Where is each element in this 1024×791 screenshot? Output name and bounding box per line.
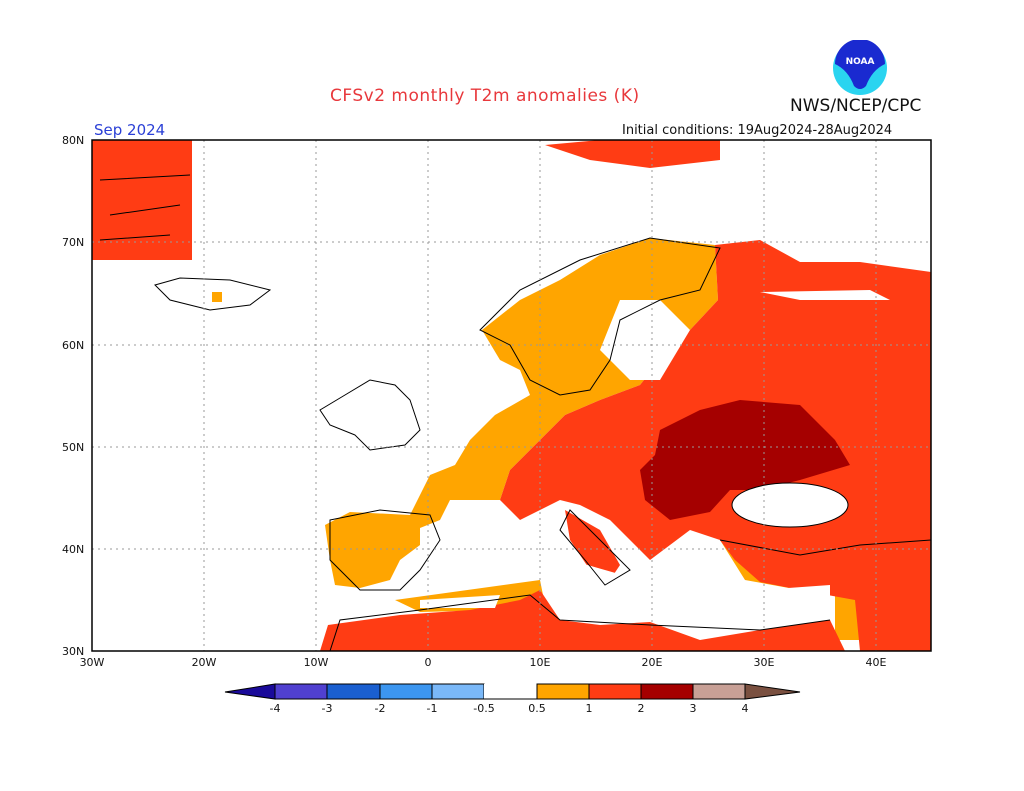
anomaly-2-3-areas (640, 400, 850, 520)
lon-label: 20E (641, 656, 663, 669)
colorbar (224, 683, 801, 700)
colorbar-1-2 (588, 683, 642, 700)
colorbar-3-4 (692, 683, 746, 700)
colorbar-label: 4 (741, 702, 749, 715)
colorbar-label: 3 (689, 702, 697, 715)
lon-label: 40E (865, 656, 887, 669)
graticule (92, 140, 931, 651)
initial-conditions: Initial conditions: 19Aug2024-28Aug2024 (622, 123, 893, 138)
colorbar-lt-4 (224, 683, 276, 700)
colorbar-05-1 (536, 683, 590, 700)
lon-label: 20W (191, 656, 217, 669)
colorbar-label: -4 (269, 702, 281, 715)
lat-label: 50N (62, 441, 85, 454)
agency-label: NWS/NCEP/CPC (790, 96, 922, 116)
colorbar-label: -2 (374, 702, 386, 715)
lon-label: 30E (753, 656, 775, 669)
colorbar-2-3 (640, 683, 694, 700)
colorbar-m2-m1 (379, 683, 433, 700)
coastlines (99, 174, 932, 652)
lat-label: 70N (62, 236, 85, 249)
lat-label: 30N (62, 645, 85, 658)
colorbar-label: 0.5 (528, 702, 546, 715)
colorbar-neutral (484, 684, 537, 699)
colorbar-m3-m2 (326, 683, 381, 700)
colorbar-m4-m3 (274, 683, 328, 700)
target-month: Sep 2024 (94, 121, 166, 139)
lon-label: 30W (79, 656, 105, 669)
colorbar-label: 1 (585, 702, 593, 715)
sea-areas (420, 290, 890, 635)
map-frame (91, 139, 932, 652)
lon-label: 10W (303, 656, 329, 669)
colorbar-label: 2 (637, 702, 645, 715)
lat-label: 80N (62, 134, 85, 147)
colorbar-label: -0.5 (473, 702, 495, 715)
colorbar-m1-m05 (431, 683, 485, 700)
svg-text:NOAA: NOAA (846, 57, 875, 67)
lon-label: 10E (529, 656, 551, 669)
noaa-logo-icon: NOAA (833, 40, 887, 95)
colorbar-label: -1 (426, 702, 438, 715)
colorbar-gt-4 (744, 683, 801, 700)
figure-title: CFSv2 monthly T2m anomalies (K) (330, 86, 640, 106)
lon-label: 0 (424, 656, 432, 669)
colorbar-label: -3 (321, 702, 333, 715)
lat-label: 40N (62, 543, 85, 556)
lat-label: 60N (62, 339, 85, 352)
